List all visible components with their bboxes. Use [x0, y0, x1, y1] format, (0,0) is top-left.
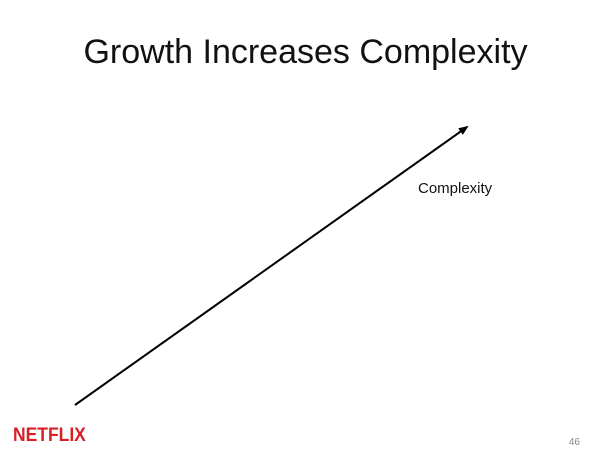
slide-title: Growth Increases Complexity — [83, 33, 528, 71]
growth-arrow — [74, 125, 469, 406]
page-number: 46 — [568, 437, 580, 448]
arrow-label: Complexity — [418, 180, 493, 197]
netflix-logo: NETFLIX — [13, 425, 86, 446]
